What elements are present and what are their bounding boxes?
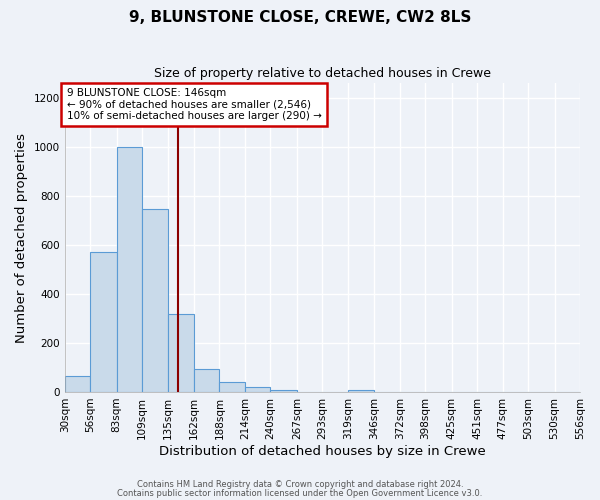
Bar [90, 252, 116, 392]
Text: 9 BLUNSTONE CLOSE: 146sqm
← 90% of detached houses are smaller (2,546)
10% of se: 9 BLUNSTONE CLOSE: 146sqm ← 90% of detac… [67, 88, 322, 121]
Bar [194, 368, 220, 392]
Bar [167, 314, 194, 392]
Bar [220, 382, 245, 392]
Bar [116, 147, 142, 392]
Text: 9, BLUNSTONE CLOSE, CREWE, CW2 8LS: 9, BLUNSTONE CLOSE, CREWE, CW2 8LS [129, 10, 471, 25]
Bar [142, 210, 167, 392]
Bar [245, 386, 271, 392]
Bar [348, 390, 374, 392]
Title: Size of property relative to detached houses in Crewe: Size of property relative to detached ho… [154, 68, 491, 80]
Text: Contains HM Land Registry data © Crown copyright and database right 2024.: Contains HM Land Registry data © Crown c… [137, 480, 463, 489]
Bar [65, 376, 90, 392]
Bar [271, 390, 297, 392]
Text: Contains public sector information licensed under the Open Government Licence v3: Contains public sector information licen… [118, 488, 482, 498]
Y-axis label: Number of detached properties: Number of detached properties [15, 132, 28, 342]
X-axis label: Distribution of detached houses by size in Crewe: Distribution of detached houses by size … [159, 444, 486, 458]
